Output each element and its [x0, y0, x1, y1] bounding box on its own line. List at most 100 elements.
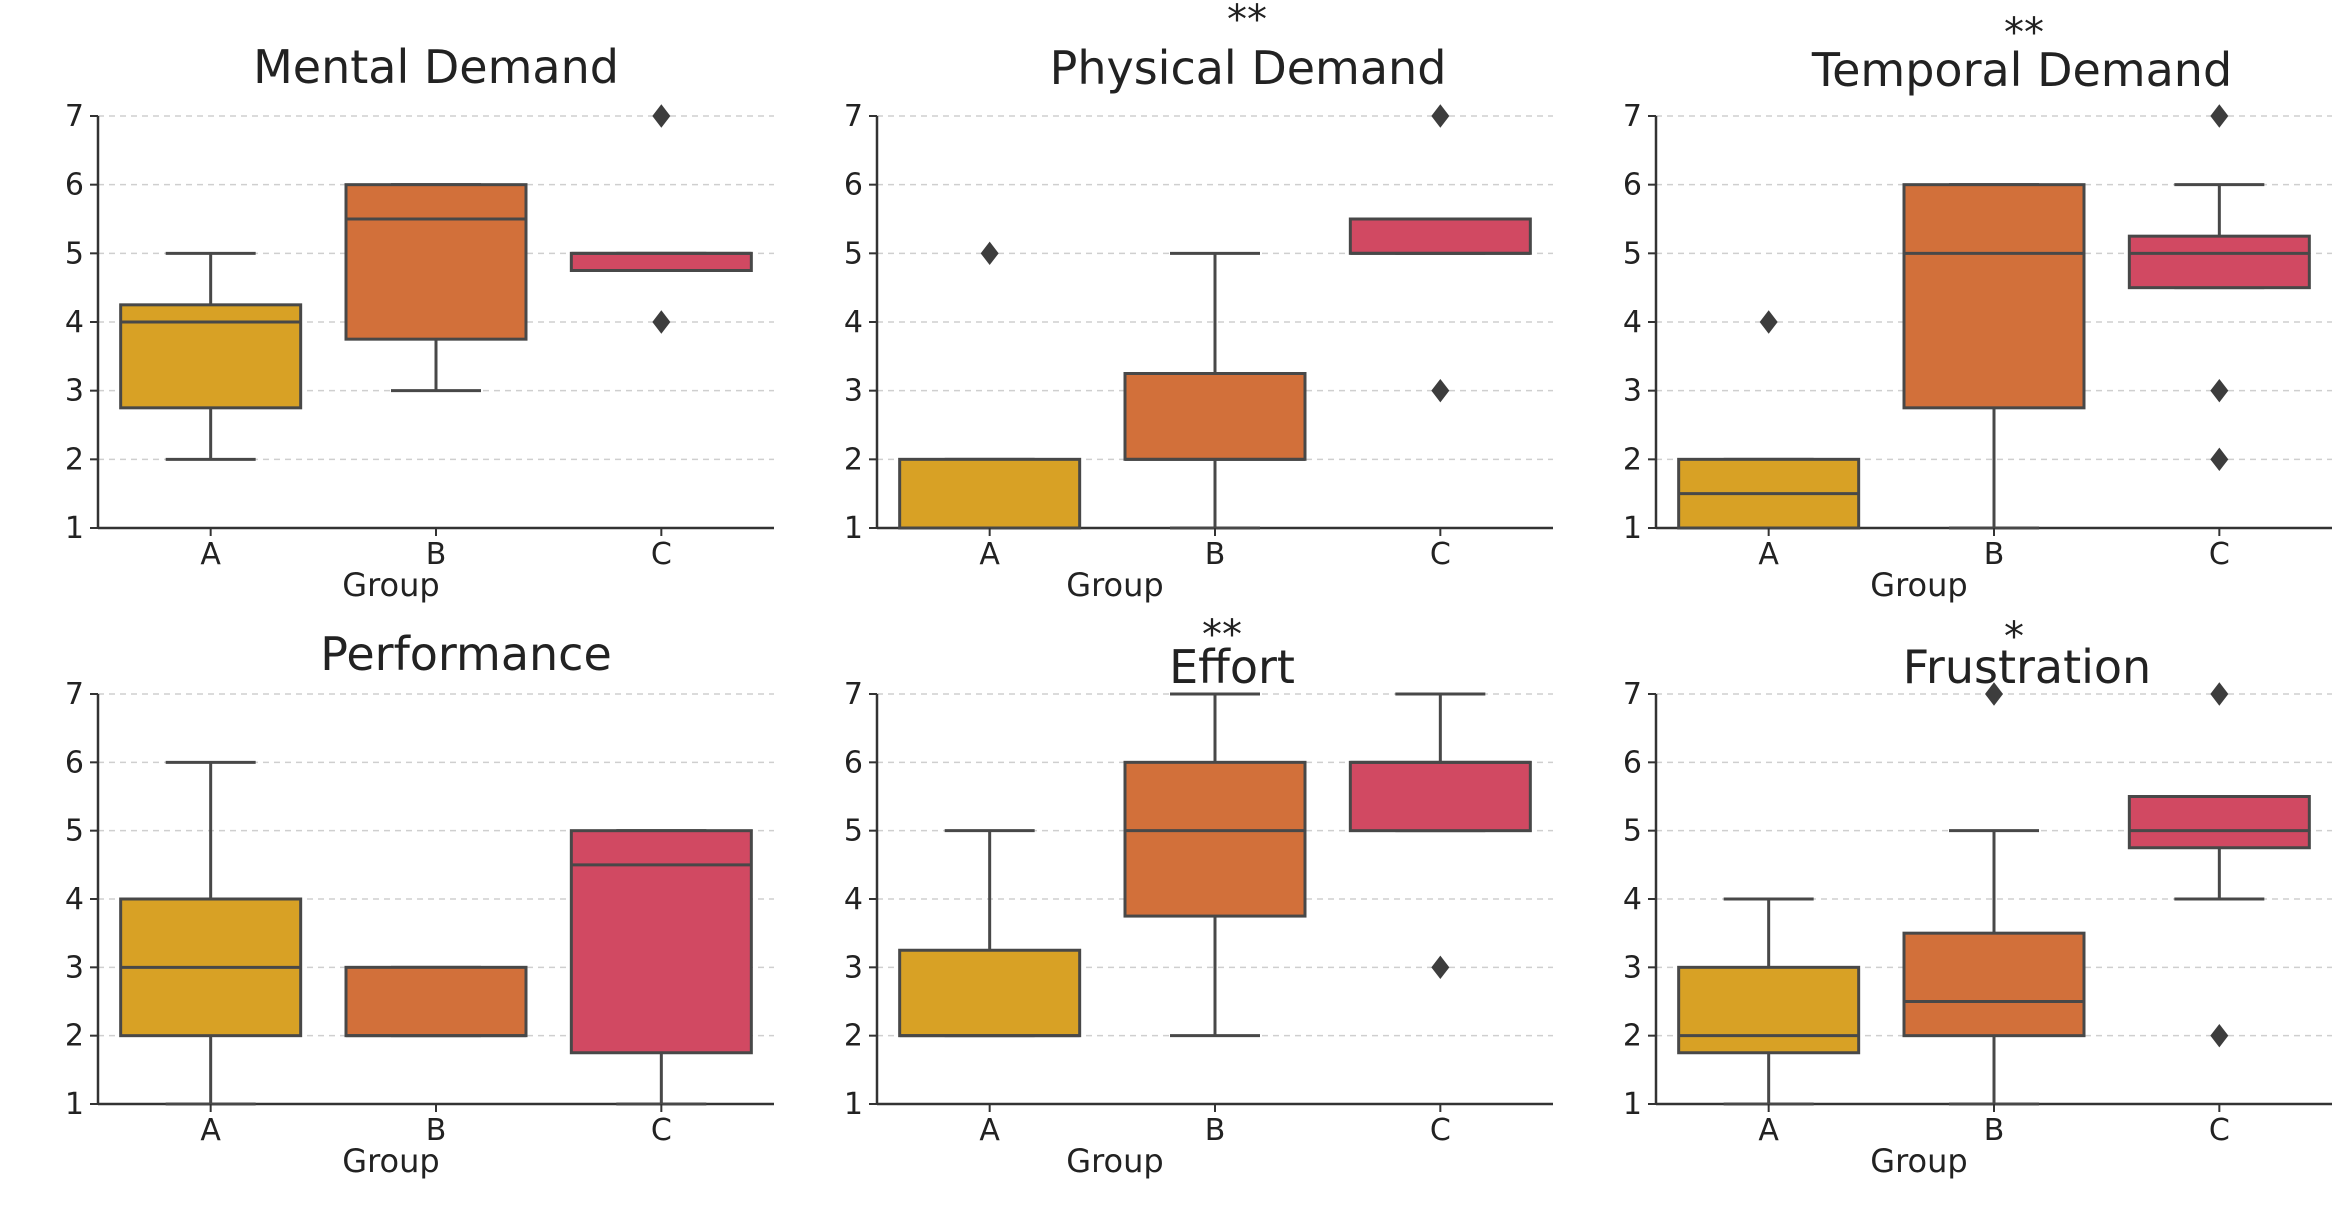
chart-title: Temporal Demand	[1811, 43, 2232, 97]
box-iqr	[344, 965, 528, 1038]
x-tick-label: A	[200, 537, 221, 572]
box-iqr	[898, 457, 1082, 530]
y-tick-label: 6	[65, 168, 84, 203]
box-iqr	[1902, 931, 2086, 1038]
x-axis-label: Group	[1870, 566, 1967, 604]
box-iqr	[1123, 372, 1307, 461]
x-tick-label: C	[1430, 537, 1451, 572]
x-tick-label: A	[979, 537, 1000, 572]
x-tick-label: C	[651, 1113, 672, 1148]
y-tick-label: 7	[844, 677, 863, 712]
y-tick-label: 2	[1623, 442, 1642, 477]
box-group-a	[898, 829, 1082, 1038]
y-tick-label: 1	[1623, 511, 1642, 546]
box-iqr	[119, 303, 303, 410]
outlier-point	[2210, 378, 2229, 403]
outlier-point	[1431, 378, 1450, 403]
box-group-c	[1348, 104, 1532, 403]
box-iqr	[898, 948, 1082, 1038]
x-tick-label: A	[1758, 1113, 1779, 1148]
box-group-a	[898, 241, 1082, 530]
box-group-c	[569, 104, 753, 334]
x-tick-label: B	[1205, 1113, 1226, 1148]
box-group-b	[1902, 183, 2086, 530]
box-group-a	[1677, 310, 1861, 530]
box-group-b	[344, 183, 528, 393]
box-group-b	[344, 965, 528, 1038]
y-tick-label: 4	[65, 305, 84, 340]
box-group-b	[1123, 692, 1307, 1038]
y-tick-label: 6	[844, 745, 863, 780]
chart-panel-4: 1 2 3 4 5 6 7 A B C Group Performance	[65, 627, 774, 1180]
y-tick-label: 3	[65, 950, 84, 985]
y-tick-label: 2	[65, 442, 84, 477]
outlier-point	[652, 310, 671, 334]
x-axis-label: Group	[1066, 1142, 1163, 1180]
chart-title: Physical Demand	[1050, 41, 1447, 95]
chart-title: Mental Demand	[253, 40, 619, 94]
y-tick-label: 7	[65, 677, 84, 712]
significance-marker: **	[1227, 0, 1267, 43]
box-iqr	[1677, 965, 1861, 1055]
chart-title: Effort	[1169, 640, 1295, 694]
box-iqr	[1902, 183, 2086, 410]
y-tick-label: 5	[65, 236, 84, 271]
outlier-point	[2210, 1023, 2229, 1048]
x-tick-label: B	[426, 537, 447, 572]
chart-panel-5: 1 2 3 4 5 6 7 A B C Group Effort**	[844, 612, 1553, 1180]
y-tick-label: 5	[844, 814, 863, 849]
outlier-point	[652, 104, 671, 128]
box-iqr	[1123, 760, 1307, 918]
y-tick-label: 5	[65, 814, 84, 849]
y-tick-label: 3	[65, 374, 84, 409]
y-tick-label: 7	[1623, 99, 1642, 134]
box-group-c	[1348, 692, 1532, 980]
y-tick-label: 2	[65, 1019, 84, 1054]
y-tick-label: 7	[65, 99, 84, 134]
y-tick-label: 3	[844, 950, 863, 985]
box-iqr	[2127, 795, 2311, 850]
chart-panel-2: 1 2 3 4 5 6 7 A B C Group Physical Demand**	[844, 0, 1553, 604]
outlier-point	[2210, 104, 2229, 128]
outlier-point	[980, 241, 999, 266]
x-axis-label: Group	[342, 1142, 439, 1180]
y-tick-label: 6	[844, 168, 863, 203]
y-tick-label: 2	[844, 442, 863, 477]
chart-title: Performance	[320, 627, 612, 681]
x-tick-label: A	[979, 1113, 1000, 1148]
y-tick-label: 5	[1623, 236, 1642, 271]
y-tick-label: 1	[65, 511, 84, 546]
x-tick-label: C	[2209, 1113, 2230, 1148]
y-tick-label: 2	[844, 1019, 863, 1054]
box-iqr	[2127, 234, 2311, 290]
x-tick-label: B	[1984, 537, 2005, 572]
y-tick-label: 2	[1623, 1019, 1642, 1054]
y-tick-label: 1	[1623, 1087, 1642, 1122]
y-tick-label: 4	[1623, 882, 1642, 917]
outlier-point	[1985, 682, 2003, 706]
chart-panel-6: 1 2 3 4 5 6 7 A B C Group Frustration*	[1623, 614, 2332, 1180]
y-tick-label: 7	[844, 99, 863, 134]
box-group-c	[2127, 104, 2311, 472]
outlier-point	[2210, 682, 2229, 706]
y-tick-label: 1	[844, 1087, 863, 1122]
x-tick-label: B	[1205, 537, 1226, 572]
box-group-a	[119, 251, 303, 461]
box-iqr	[1348, 217, 1532, 255]
box-group-a	[119, 760, 303, 1106]
y-tick-label: 6	[65, 745, 84, 780]
outlier-point	[2210, 447, 2229, 472]
x-tick-label: A	[200, 1113, 221, 1148]
chart-title: Frustration	[1903, 640, 2151, 694]
chart-panel-1: 1 2 3 4 5 6 7 A B C Group Mental Demand	[65, 40, 774, 604]
y-tick-label: 3	[844, 374, 863, 409]
x-axis-label: Group	[1870, 1142, 1967, 1180]
box-iqr	[569, 251, 753, 272]
y-tick-label: 5	[1623, 814, 1642, 849]
box-group-b	[1123, 251, 1307, 530]
y-tick-label: 5	[844, 236, 863, 271]
box-iqr	[344, 183, 528, 341]
outlier-point	[1759, 310, 1778, 334]
y-tick-label: 7	[1623, 677, 1642, 712]
